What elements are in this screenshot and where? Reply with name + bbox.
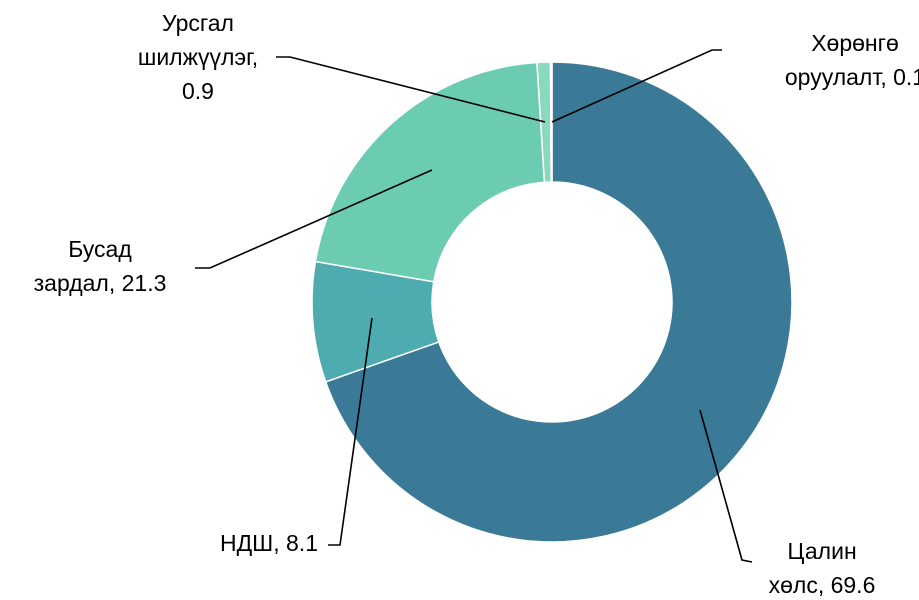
data-label: оруулалт, 0.1: [785, 64, 919, 90]
leader-line: [699, 409, 753, 563]
donut-slice: [549, 61, 553, 183]
data-label: Урсгал: [162, 10, 234, 36]
leader-line: [195, 169, 433, 269]
leader-line: [276, 56, 546, 123]
data-label: Цалин: [787, 538, 856, 564]
data-label: Бусад: [68, 236, 132, 262]
donut-slice: [314, 61, 546, 283]
data-label: шилжүүлэг,: [138, 44, 258, 70]
data-label: зардал, 21.3: [34, 270, 167, 296]
data-label: Хөрөнгө: [811, 30, 899, 56]
donut-slice: [324, 61, 793, 543]
data-label: хөлс, 69.6: [769, 572, 876, 598]
leader-line: [551, 49, 722, 123]
data-label: 0.9: [182, 78, 214, 104]
leader-line: [328, 317, 373, 546]
data-label: НДШ, 8.1: [220, 530, 318, 556]
